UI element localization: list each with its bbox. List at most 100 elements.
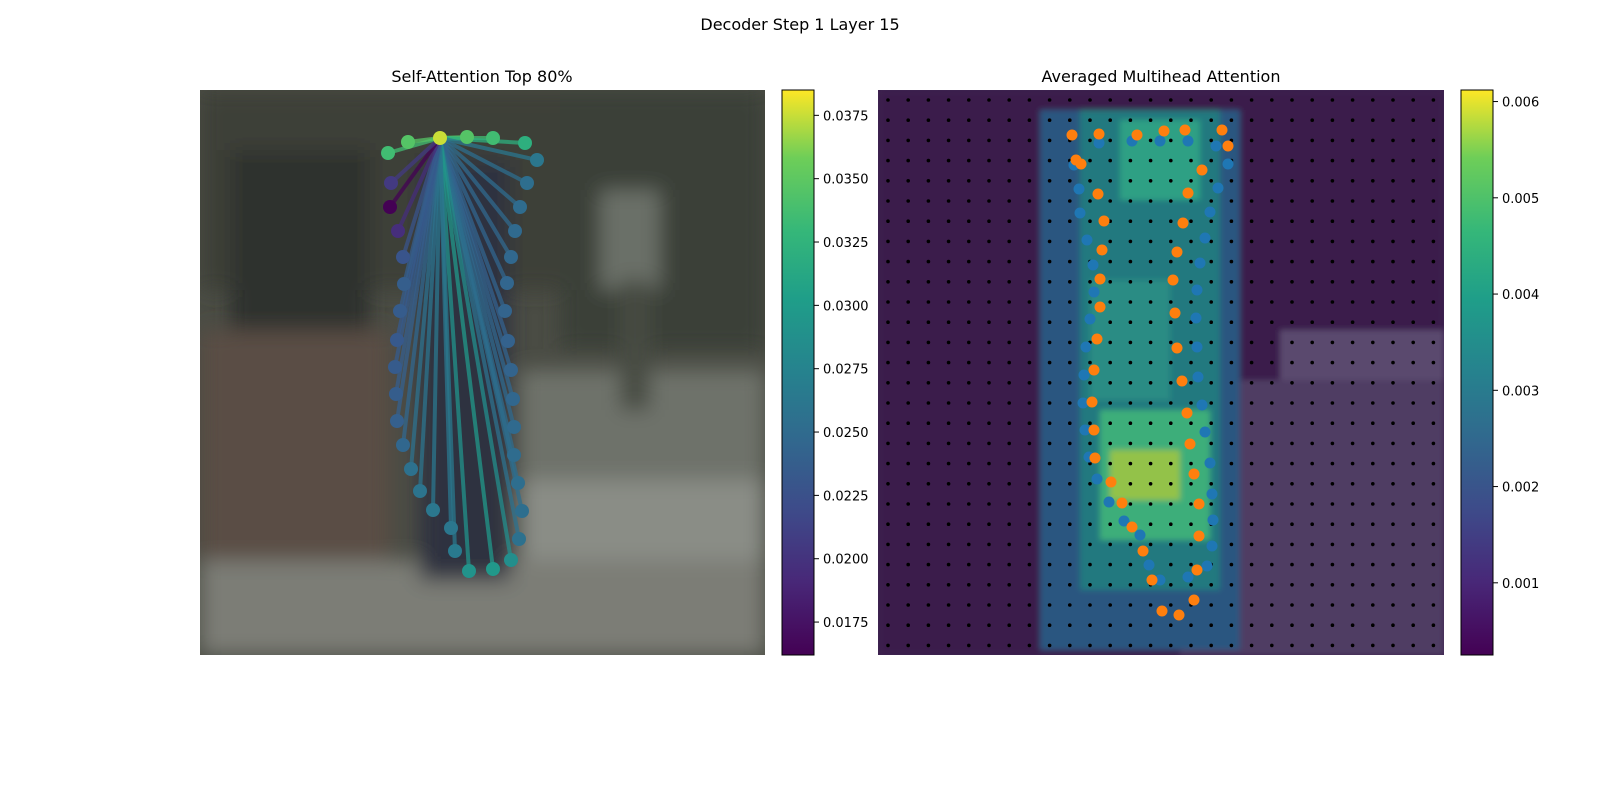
grid-dot [1169,603,1173,607]
grid-dot [1027,179,1032,183]
grid-dot [1088,603,1092,607]
grid-dot [1027,441,1032,446]
grid-dot [1088,441,1092,446]
grid-dot [1431,542,1436,547]
contour-point [504,553,518,567]
grid-dot [987,502,991,506]
grid-dot [1108,360,1112,365]
contour-point [460,130,474,144]
grid-dot [946,603,951,607]
grid-dot [1007,280,1011,284]
contour-point [498,304,512,318]
grid-dot [1189,340,1193,345]
grid-dot [1330,603,1335,607]
grid-dot [1310,482,1314,486]
grid-dot [1027,138,1032,143]
grid-dot [967,603,971,607]
grid-dot [1027,643,1032,648]
grid-dot [1330,239,1335,244]
grid-dot [886,280,890,284]
grid-dot [1209,421,1213,426]
grid-dot [1411,381,1415,385]
grid-dot [1330,199,1335,203]
grid-dot [906,98,910,102]
right-colorbar: 0.001 0.002 0.003 0.004 0.005 0.006 [1460,89,1539,656]
grid-dot [1371,300,1375,304]
grid-dot [1088,280,1092,284]
colorbar-tick-label: 0.0225 [823,489,869,504]
grid-dot [1290,199,1294,203]
orange-point [1116,497,1128,509]
grid-dot [1128,542,1133,547]
grid-dot [967,138,971,143]
contour-point [506,392,520,406]
grid-dot [1310,562,1314,567]
grid-dot [1088,118,1092,122]
grid-dot [1411,502,1415,506]
grid-dot [1108,320,1112,325]
blue-point [1222,158,1234,170]
grid-dot [967,300,971,304]
grid-dot [1229,542,1234,547]
grid-dot [946,562,951,567]
attention-edge [389,136,442,185]
grid-dot [1068,259,1072,264]
grid-dot [1431,239,1436,244]
grid-dot [1290,381,1294,385]
grid-dot [1148,340,1153,345]
grid-dot [906,603,910,607]
grid-dot [1391,643,1395,648]
grid-dot [1169,340,1173,345]
orange-point [1181,407,1193,419]
grid-dot [1391,421,1395,426]
grid-dot [1148,300,1153,304]
right-scatter-points [1066,124,1234,621]
grid-dot [1068,280,1072,284]
grid-dot [1431,401,1436,405]
grid-dot [1310,300,1314,304]
grid-dot [1330,300,1335,304]
grid-dot [926,118,931,122]
grid-dot [946,360,951,365]
grid-dot [1209,300,1213,304]
contour-points [381,130,544,578]
grid-dot [906,360,910,365]
grid-dot [946,583,951,587]
grid-dot [1148,158,1153,163]
orange-point [1176,375,1188,387]
grid-dot [1431,441,1436,446]
grid-dot [1411,421,1415,426]
grid-dot [946,340,951,345]
blue-point [1079,424,1091,436]
grid-dot [1027,360,1032,365]
grid-dot [1350,522,1355,526]
grid-dot [926,401,931,405]
grid-dot [1330,623,1335,627]
grid-dot [1330,401,1335,405]
grid-dot [1209,441,1213,446]
grid-dot [1350,219,1355,223]
orange-point [1177,217,1189,229]
grid-dot [1108,179,1112,183]
grid-dot [1027,623,1032,627]
grid-dot [1047,320,1052,325]
grid-dot [1128,421,1133,426]
grid-dot [1330,421,1335,426]
blue-point [1091,473,1103,485]
grid-dot [946,502,951,506]
grid-dot [886,542,890,547]
grid-dot [926,381,931,385]
grid-dot [1189,421,1193,426]
grid-dot [1068,340,1072,345]
grid-dot [1007,239,1011,244]
grid-dot [1431,482,1436,486]
colorbar-tick-label: 0.0375 [823,109,869,124]
grid-dot [1411,219,1415,223]
grid-dot [906,562,910,567]
grid-dot [1350,199,1355,203]
grid-dot [1128,259,1133,264]
grid-dot [886,401,890,405]
grid-dot [1068,300,1072,304]
grid-dot [1391,542,1395,547]
grid-dot [1411,138,1415,143]
